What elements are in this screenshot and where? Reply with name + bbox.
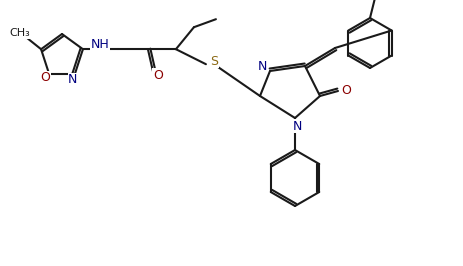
- Text: S: S: [210, 55, 218, 68]
- Text: NH: NH: [91, 38, 110, 51]
- Text: O: O: [341, 85, 351, 98]
- Text: N: N: [257, 60, 267, 73]
- Text: N: N: [292, 119, 302, 132]
- Text: O: O: [40, 71, 50, 84]
- Text: O: O: [382, 0, 392, 1]
- Text: O: O: [153, 69, 163, 82]
- Text: N: N: [68, 73, 78, 86]
- Text: CH₃: CH₃: [10, 28, 31, 38]
